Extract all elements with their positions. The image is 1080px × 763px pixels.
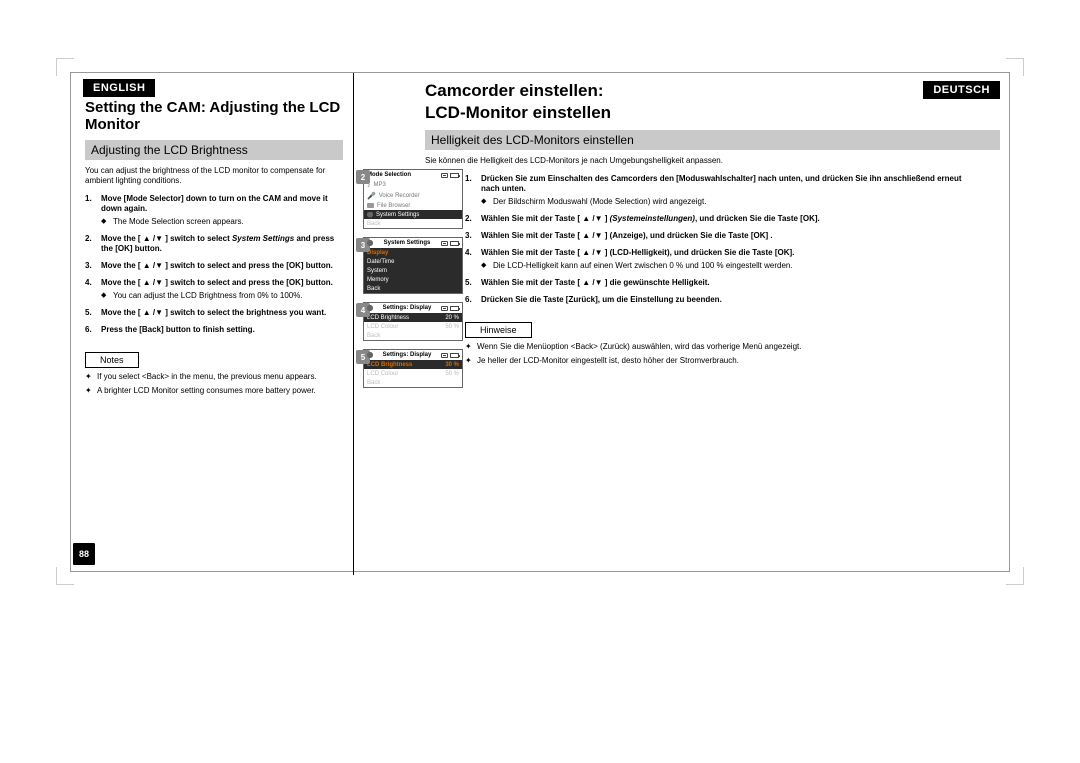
section-bar-right: Helligkeit des LCD-Monitors einstellen: [425, 130, 1000, 150]
step-item: Drücken Sie zum Einschalten des Camcorde…: [465, 174, 964, 207]
page-number: 88: [73, 543, 95, 565]
step-item: Drücken Sie die Taste [Zurück], um die E…: [465, 295, 964, 305]
headline-de-1: Camcorder einstellen:: [425, 81, 923, 101]
notes-label-right: Hinweise: [465, 322, 532, 338]
steps-left: Move [Mode Selector] down to turn on the…: [85, 194, 343, 335]
note-item: A brighter LCD Monitor setting consumes …: [85, 386, 343, 396]
column-divider: [353, 73, 354, 575]
lang-tab-deutsch: DEUTSCH: [923, 81, 1000, 99]
step-item: Move the [ ▲ /▼ ] switch to select and p…: [85, 278, 343, 301]
intro-left: You can adjust the brightness of the LCD…: [85, 166, 343, 186]
step-item: Move the [ ▲ /▼ ] switch to select and p…: [85, 261, 343, 271]
notes-label-left: Notes: [85, 352, 139, 368]
note-item: Je heller der LCD-Monitor eingestellt is…: [465, 356, 964, 366]
step-item: Move the [ ▲ /▼ ] switch to select Syste…: [85, 234, 343, 254]
notes-right: Wenn Sie die Menüoption <Back> (Zurück) …: [465, 342, 964, 366]
column-english: ENGLISH Setting the CAM: Adjusting the L…: [71, 73, 353, 571]
step-item: Move the [ ▲ /▼ ] switch to select the b…: [85, 308, 343, 318]
step-item: Wählen Sie mit der Taste [ ▲ /▼ ] (Anzei…: [465, 231, 964, 241]
step-sub: The Mode Selection screen appears.: [101, 217, 343, 227]
note-item: Wenn Sie die Menüoption <Back> (Zurück) …: [465, 342, 964, 352]
step-sub: You can adjust the LCD Brightness from 0…: [101, 291, 343, 301]
headline-de-2: LCD-Monitor einstellen: [425, 103, 923, 123]
column-deutsch: Camcorder einstellen: LCD-Monitor einste…: [355, 73, 1010, 571]
step-item: Wählen Sie mit der Taste [ ▲ /▼ ] (LCD-H…: [465, 248, 964, 271]
headline-left: Setting the CAM: Adjusting the LCD Monit…: [85, 99, 343, 134]
section-bar-left: Adjusting the LCD Brightness: [85, 140, 343, 160]
intro-right: Sie können die Helligkeit des LCD-Monito…: [425, 156, 1000, 166]
page-frame: ENGLISH Setting the CAM: Adjusting the L…: [70, 72, 1010, 572]
step-sub: Der Bildschirm Moduswahl (Mode Selection…: [481, 197, 964, 207]
step-sub: Die LCD-Helligkeit kann auf einen Wert z…: [481, 261, 964, 271]
step-item: Move [Mode Selector] down to turn on the…: [85, 194, 343, 227]
step-item: Press the [Back] button to finish settin…: [85, 325, 343, 335]
step-item: Wählen Sie mit der Taste [ ▲ /▼ ] (Syste…: [465, 214, 964, 224]
steps-right: Drücken Sie zum Einschalten des Camcorde…: [465, 174, 964, 305]
step-item: Wählen Sie mit der Taste [ ▲ /▼ ] die ge…: [465, 278, 964, 288]
notes-left: If you select <Back> in the menu, the pr…: [85, 372, 343, 396]
note-item: If you select <Back> in the menu, the pr…: [85, 372, 343, 382]
lang-tab-english: ENGLISH: [83, 79, 155, 97]
